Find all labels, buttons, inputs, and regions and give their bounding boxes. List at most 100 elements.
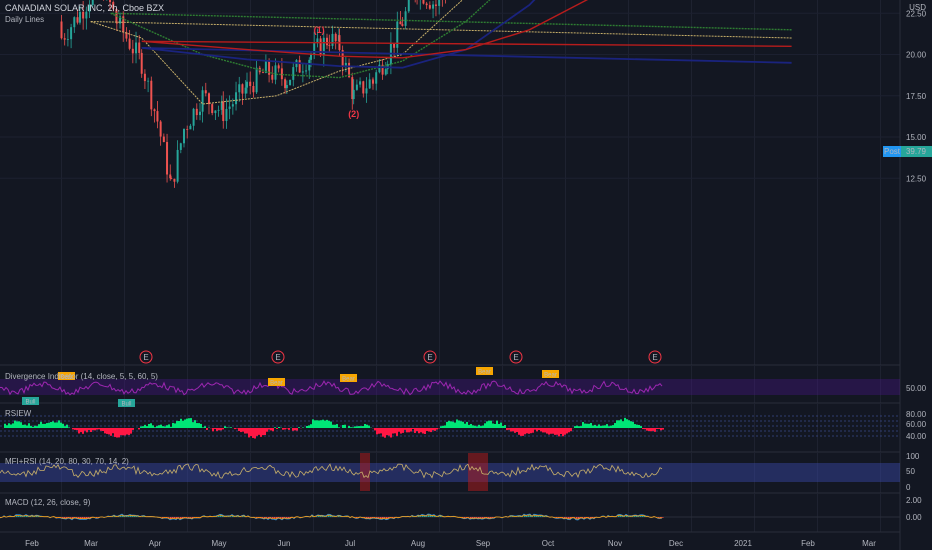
rsiew-bar — [220, 428, 222, 431]
candle-body — [244, 87, 247, 94]
rsiew-bar — [78, 428, 80, 434]
candle-body — [109, 0, 112, 3]
macd-histogram-bar — [556, 517, 558, 518]
rsiew-bar — [366, 424, 368, 428]
rsiew-bar — [318, 420, 320, 428]
macd-histogram-bar — [18, 515, 20, 517]
candle-body — [238, 84, 241, 93]
rsiew-bar — [266, 428, 268, 432]
rsiew-bar — [500, 422, 502, 428]
rsiew-bar — [288, 428, 290, 430]
macd-histogram-bar — [326, 516, 328, 517]
rsiew-bar — [570, 428, 572, 432]
y-tick-label: 20.00 — [906, 51, 927, 60]
macd-histogram-bar — [262, 517, 264, 518]
candle-body — [195, 108, 198, 116]
candle-body — [192, 108, 195, 126]
rsiew-bar — [544, 428, 546, 433]
divergence-badge — [22, 397, 39, 405]
earnings-marker — [509, 350, 523, 364]
macd-histogram-bar — [638, 516, 640, 517]
candle-body — [189, 125, 192, 130]
series-sma-200 — [141, 0, 792, 59]
rsiew-bar — [514, 428, 516, 433]
macd-histogram-bar — [118, 516, 120, 517]
rsiew-bar — [116, 428, 118, 438]
rsiew-bar — [160, 424, 162, 428]
rsiew-bar — [506, 428, 508, 431]
macd-histogram-bar — [186, 517, 188, 518]
rsiew-bar — [400, 428, 402, 434]
earnings-marker-label: E — [275, 353, 280, 362]
rsiew-bar — [302, 427, 304, 428]
candle-body — [85, 11, 88, 19]
rsiew-bar — [320, 420, 322, 428]
divergence-badge-label: Bull — [25, 400, 35, 406]
earnings-marker-label: E — [513, 353, 518, 362]
rsiew-bar — [100, 428, 102, 431]
rsiew-bar — [574, 426, 576, 428]
rsiew-bar — [428, 428, 430, 432]
rsiew-axis-label: 80.00 — [906, 410, 927, 419]
rsiew-bar — [468, 424, 470, 428]
macd-histogram-bar — [320, 516, 322, 517]
rsiew-bar — [386, 428, 388, 436]
candle-body — [211, 104, 214, 114]
rsiew-bar — [54, 422, 56, 428]
macd-histogram-bar — [134, 515, 136, 517]
rsiew-bar — [492, 423, 494, 428]
rsiew-bar — [322, 419, 324, 428]
macd-histogram-bar — [662, 517, 664, 518]
rsiew-bar — [554, 428, 556, 435]
candle-body — [362, 81, 365, 94]
macd-histogram-bar — [388, 517, 390, 519]
rsiew-bar — [526, 428, 528, 434]
macd-histogram-bar — [484, 517, 486, 519]
rsiew-bar — [420, 428, 422, 433]
macd-histogram-bar — [578, 517, 580, 519]
earnings-marker — [423, 350, 437, 364]
mfi-highlight — [360, 453, 370, 491]
macd-histogram-bar — [526, 515, 528, 517]
chart-subtitle: Daily Lines — [5, 15, 45, 24]
macd-histogram-bar — [224, 516, 226, 517]
rsiew-bar — [474, 425, 476, 428]
macd-histogram-bar — [168, 517, 170, 518]
candle-body — [348, 62, 351, 78]
macd-histogram-bar — [32, 515, 34, 517]
macd-histogram-bar — [534, 515, 536, 517]
rsiew-bar — [82, 428, 84, 434]
rsiew-bar — [60, 422, 62, 428]
rsiew-bar — [382, 428, 384, 437]
candle-body — [122, 16, 125, 33]
rsiew-bar — [384, 428, 386, 438]
candle-body — [396, 21, 399, 48]
rsiew-bar — [206, 428, 208, 430]
rsiew-bar — [296, 428, 298, 431]
candle-body — [241, 84, 244, 94]
macd-histogram-bar — [174, 517, 176, 519]
candle-body — [368, 79, 371, 89]
macd-histogram-bar — [36, 515, 38, 517]
rsiew-bar — [494, 423, 496, 428]
macd-histogram-bar — [558, 517, 560, 518]
candle-body — [166, 142, 169, 175]
divergence-badge — [118, 399, 135, 407]
rsiew-bar — [42, 423, 44, 428]
rsiew-bar — [212, 428, 214, 432]
divergence-badge-label: Bear — [544, 373, 557, 379]
rsiew-bar — [376, 428, 378, 435]
rsiew-bar — [354, 426, 356, 428]
rsiew-bar — [582, 422, 584, 428]
macd-histogram-bar — [580, 517, 582, 518]
candle-body — [63, 38, 66, 40]
earnings-marker — [271, 350, 285, 364]
rsiew-bar — [550, 428, 552, 434]
rsiew-bar — [216, 428, 218, 431]
macd-histogram-bar — [216, 516, 218, 517]
macd-histogram-bar — [622, 515, 624, 517]
candle-body — [82, 11, 85, 19]
rsiew-bar — [46, 423, 48, 428]
macd-histogram-bar — [474, 517, 476, 519]
